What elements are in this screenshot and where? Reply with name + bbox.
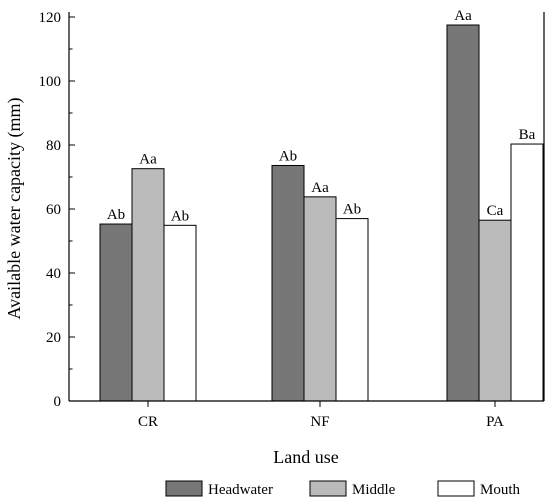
legend-label-mouth: Mouth: [480, 482, 521, 498]
legend-label-middle: Middle: [352, 482, 396, 498]
bar-pa-headwater: [446, 24, 480, 402]
x-tick-label-cr: CR: [138, 414, 158, 430]
bar-label-cr-middle: Aa: [139, 152, 157, 168]
bar-nf-headwater: [271, 164, 305, 402]
bar-nf-mouth: [335, 218, 369, 402]
x-axis-title: Land use: [273, 447, 338, 467]
bar-pa-mouth: [510, 143, 544, 402]
bar-label-pa-middle: Ca: [487, 203, 504, 219]
bar-nf-middle: [303, 196, 337, 402]
bar-pa-middle: [478, 219, 512, 402]
bar-label-pa-mouth: Ba: [519, 127, 536, 143]
bar-label-nf-headwater: Ab: [279, 148, 297, 164]
y-tick-label: 0: [54, 394, 62, 410]
y-tick-label: 80: [46, 138, 61, 154]
y-axis-title: Available water capacity (mm): [4, 97, 25, 319]
axes-group: 0 20 40 60 80 100 120 CR NF PA: [39, 10, 545, 430]
legend-label-headwater: Headwater: [208, 482, 273, 498]
legend-swatch-mouth: [437, 480, 475, 497]
bar-label-cr-headwater: Ab: [107, 207, 125, 223]
bar-cr-headwater: [99, 223, 133, 402]
bar-cr-mouth: [163, 224, 197, 402]
bar-cr-middle: [131, 168, 165, 402]
bar-label-nf-mouth: Ab: [343, 202, 361, 218]
y-tick-label: 100: [39, 74, 62, 90]
y-tick-label: 20: [46, 330, 61, 346]
y-tick-label: 120: [39, 10, 62, 26]
bars-group: [99, 24, 544, 402]
y-tick-label: 60: [46, 202, 61, 218]
legend-swatch-middle: [309, 480, 347, 497]
bar-label-pa-headwater: Aa: [454, 8, 472, 24]
legend-swatch-headwater: [165, 480, 203, 497]
x-tick-label-pa: PA: [486, 414, 504, 430]
legend: Headwater Middle Mouth: [165, 480, 521, 498]
x-tick-label-nf: NF: [310, 414, 329, 430]
bar-label-cr-mouth: Ab: [171, 208, 189, 224]
bar-label-nf-middle: Aa: [311, 180, 329, 196]
y-tick-label: 40: [46, 266, 61, 282]
labels-group: Ab Aa Ab Ab Aa Ab Aa Ca Ba: [107, 8, 536, 224]
